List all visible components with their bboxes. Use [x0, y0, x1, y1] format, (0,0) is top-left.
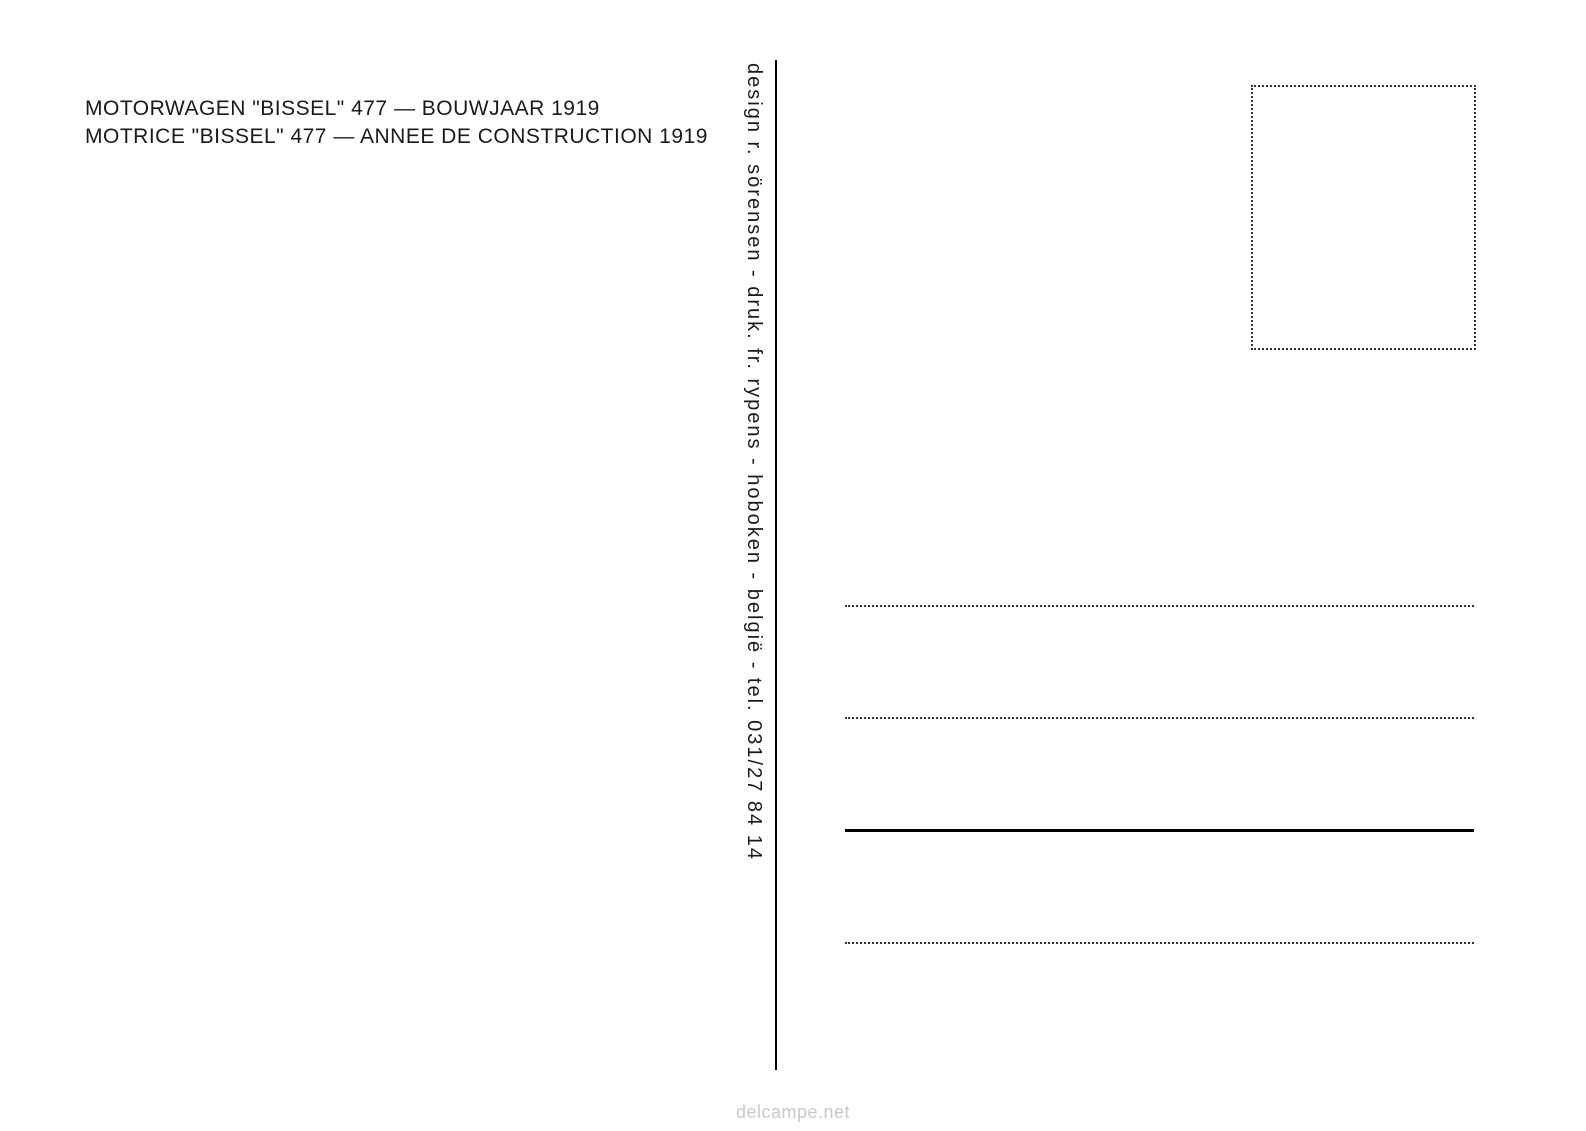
watermark-text: delcampe.net	[736, 1102, 850, 1123]
address-line-4	[845, 942, 1474, 944]
postcard-back: MOTORWAGEN "BISSEL" 477 — BOUWJAAR 1919 …	[0, 0, 1586, 1131]
postcard-caption: MOTORWAGEN "BISSEL" 477 — BOUWJAAR 1919 …	[85, 95, 708, 152]
caption-line-nl: MOTORWAGEN "BISSEL" 477 — BOUWJAAR 1919	[85, 95, 708, 123]
caption-line-fr: MOTRICE "BISSEL" 477 — ANNEE DE CONSTRUC…	[85, 123, 708, 151]
address-area	[845, 605, 1474, 944]
address-line-3	[845, 829, 1474, 832]
stamp-placeholder	[1251, 85, 1476, 350]
address-line-1	[845, 605, 1474, 607]
center-divider	[775, 60, 777, 1070]
printer-credits: design r. sörensen - druk. fr. rypens - …	[742, 63, 765, 1068]
address-line-2	[845, 717, 1474, 719]
